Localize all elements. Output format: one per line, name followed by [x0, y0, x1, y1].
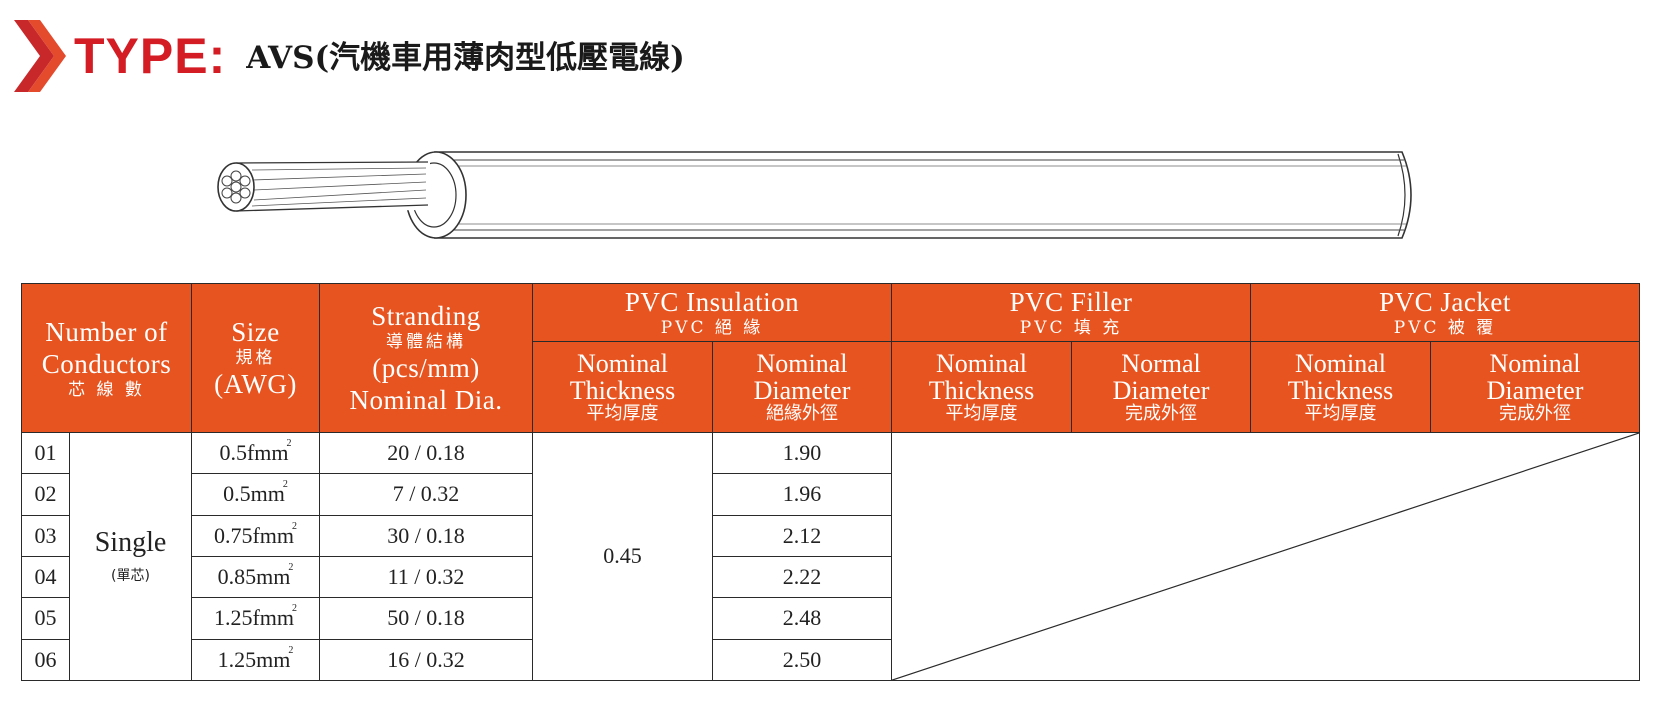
insulation-diameter-cell: 2.50 [711, 638, 893, 682]
chevron-right-icon [14, 20, 66, 92]
header-filler-thickness: Nominal Thickness 平均厚度 [891, 340, 1073, 433]
table-row: 05 1.25fmm2 50 / 0.18 2.48 [21, 597, 1640, 640]
insulation-diameter-cell: 2.48 [711, 597, 893, 640]
insulation-diameter-cell: 1.96 [711, 473, 893, 516]
spec-table: Number of Conductors 芯 線 數 Size 規格 (AWG)… [21, 283, 1641, 682]
table-row: 04 0.85mm2 11 / 0.32 2.22 [21, 555, 1640, 599]
header-filler-diameter: Normal Diameter 完成外徑 [1071, 340, 1252, 433]
page-header: TYPE: AVS(汽機車用薄肉型低壓電線) [14, 20, 685, 92]
header-insulation-diameter: Nominal Diameter 絕緣外徑 [711, 340, 893, 433]
insulation-diameter-cell: 2.12 [711, 514, 893, 557]
table-row: 02 0.5mm2 7 / 0.32 1.96 [21, 473, 1640, 516]
size-cell: 1.25mm2 [191, 638, 320, 682]
row-number: 03 [21, 514, 70, 557]
type-label: TYPE: [74, 28, 227, 84]
row-number: 05 [21, 597, 70, 640]
header-jacket-diameter: Nominal Diameter 完成外徑 [1430, 340, 1641, 433]
product-title: AVS(汽機車用薄肉型低壓電線) [246, 39, 685, 76]
size-cell: 0.5mm2 [191, 473, 320, 516]
size-cell: 0.85mm2 [191, 555, 320, 599]
table-row: 06 1.25mm2 16 / 0.32 2.50 [21, 638, 1640, 682]
insulation-thickness-cell: 0.45 [532, 431, 713, 682]
stranding-cell: 30 / 0.18 [319, 514, 533, 557]
insulation-diameter-cell: 1.90 [711, 431, 893, 475]
not-applicable-cell [891, 431, 1641, 682]
size-cell: 0.75fmm2 [191, 514, 320, 557]
row-number: 01 [21, 431, 70, 475]
row-number: 02 [21, 473, 70, 516]
stranding-cell: 11 / 0.32 [319, 555, 533, 599]
row-number: 04 [21, 555, 70, 599]
stranding-cell: 50 / 0.18 [319, 597, 533, 640]
size-cell: 0.5fmm2 [191, 431, 320, 475]
header-filler: PVC Filler PVC 填 充 [891, 283, 1252, 342]
insulation-diameter-cell: 2.22 [711, 555, 893, 599]
row-number: 06 [21, 638, 70, 682]
cable-illustration [217, 151, 1412, 239]
diagonal-line [892, 433, 1639, 680]
stranding-cell: 20 / 0.18 [319, 431, 533, 475]
header-insulation: PVC Insulation PVC 絕 緣 [531, 283, 893, 342]
header-jacket-thickness: Nominal Thickness 平均厚度 [1250, 340, 1432, 433]
table-row: 03 0.75fmm2 30 / 0.18 2.12 [21, 514, 1640, 557]
size-cell: 1.25fmm2 [191, 597, 320, 640]
stranding-cell: 16 / 0.32 [319, 638, 533, 682]
header-conductors: Number of Conductors 芯 線 數 [21, 283, 192, 433]
table-row: 01 Single (單芯) 0.5fmm2 20 / 0.18 0.45 1.… [21, 431, 1641, 682]
header-insulation-thickness: Nominal Thickness 平均厚度 [532, 340, 713, 433]
header-size: Size 規格 (AWG) [191, 283, 320, 433]
header-jacket: PVC Jacket PVC 被 覆 [1250, 283, 1641, 342]
header-stranding: Stranding 導體結構 (pcs/mm) Nominal Dia. [319, 283, 533, 433]
conductor-type-cell: Single (單芯) [69, 431, 192, 682]
stranding-cell: 7 / 0.32 [319, 473, 533, 516]
